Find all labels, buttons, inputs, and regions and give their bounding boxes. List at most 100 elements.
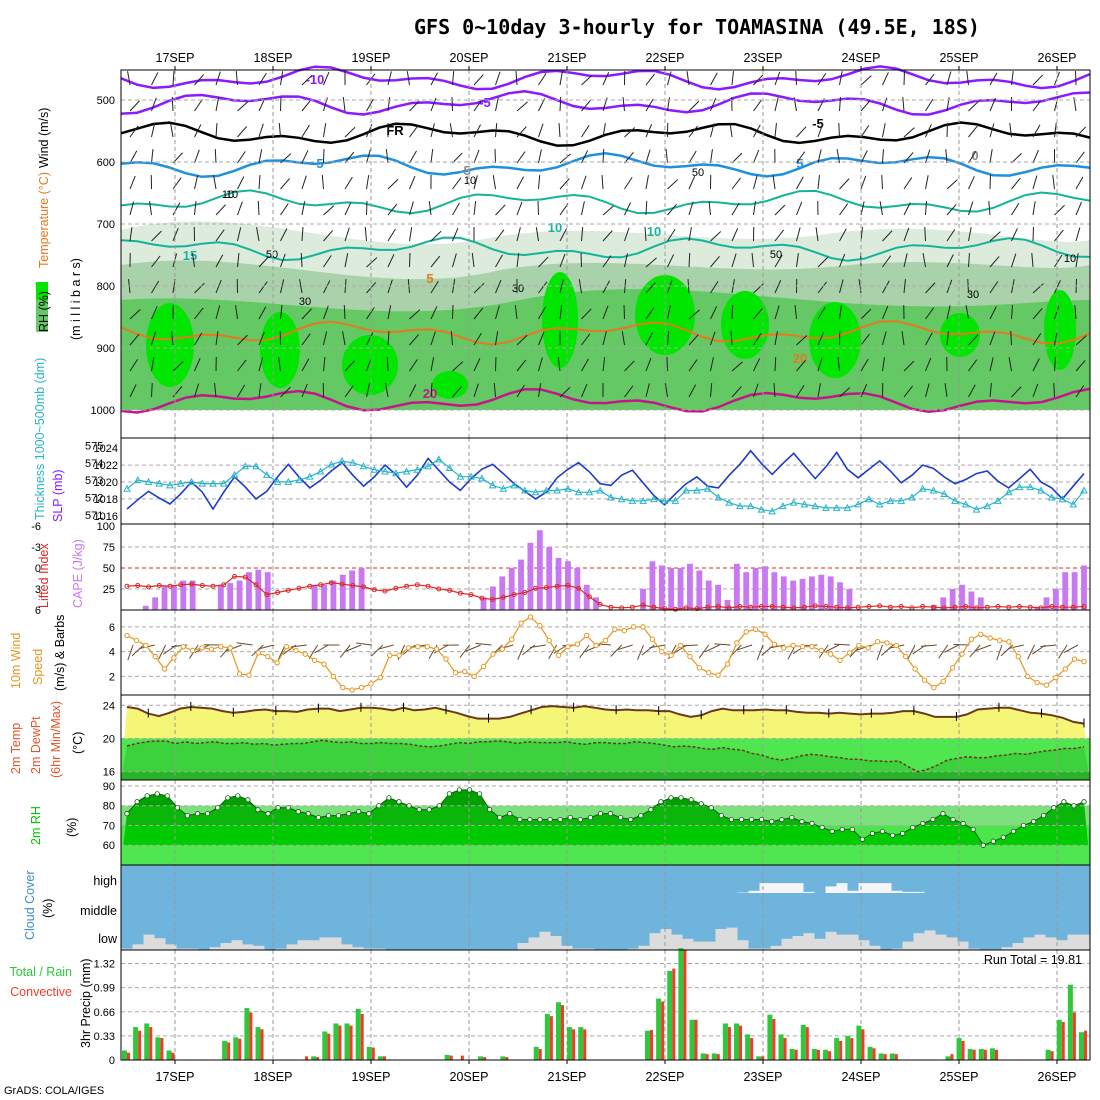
ylabel-total-rain: Total / Rain — [9, 965, 72, 979]
precip-convective-bar — [560, 1005, 564, 1060]
wind-barb — [301, 201, 306, 216]
rh2m-marker — [356, 809, 362, 815]
wind-barb — [645, 332, 654, 346]
precip-total-bar — [789, 1049, 795, 1060]
wind-barb — [774, 123, 777, 138]
rh2m-marker — [497, 814, 503, 821]
wind-barb — [624, 151, 634, 164]
wind-barb — [452, 386, 463, 398]
thickness-marker — [703, 484, 712, 492]
wind-barb — [731, 202, 740, 216]
wind-barb — [473, 99, 483, 112]
wind-barb — [667, 228, 676, 242]
wind-barb — [602, 123, 606, 138]
wind-speed-marker — [518, 620, 524, 626]
ylabel-2m-dewpt: 2m DewPt — [29, 716, 43, 774]
wind-barb — [430, 149, 434, 164]
wind-barb — [452, 253, 457, 268]
wind-barb — [1075, 201, 1082, 216]
cloud-low-bar — [1056, 940, 1068, 950]
date-label-bottom: 19SEP — [352, 1070, 391, 1084]
wind-tick: 4 — [109, 647, 115, 659]
wind-barb — [129, 150, 138, 164]
lifted-index-marker — [264, 592, 270, 598]
wind-speed-marker — [602, 637, 609, 644]
cape-bar — [170, 584, 177, 610]
10m-wind-barb — [824, 644, 840, 653]
wind-barb — [645, 149, 651, 164]
lifted-index-marker — [963, 604, 969, 609]
wind-barb — [968, 201, 974, 216]
lifted-index-marker — [758, 604, 764, 609]
wind-barb — [493, 383, 496, 398]
cape-bar — [668, 568, 675, 610]
lifted-index-marker — [995, 604, 1001, 609]
wind-barb — [516, 176, 525, 190]
wind-barb — [299, 279, 303, 294]
isotherm-label: -5 — [812, 116, 824, 131]
wind-barb — [258, 123, 264, 138]
isotherm-label: FR — [386, 123, 404, 138]
lifted-index-marker — [801, 604, 807, 610]
thickness-marker — [1004, 488, 1013, 496]
10m-wind-barb — [714, 643, 731, 646]
slp-tick: 1024 — [94, 443, 118, 455]
thickness-marker — [553, 486, 561, 494]
thickness-marker — [499, 484, 508, 492]
wind-barb — [151, 382, 153, 398]
wind-barb — [860, 358, 869, 372]
wind-barb — [753, 74, 764, 86]
wind-barb — [127, 71, 131, 86]
rh2m-marker — [859, 836, 865, 842]
wind-speed-marker — [537, 622, 543, 629]
wind-barb — [280, 203, 289, 216]
wind-barb — [387, 305, 392, 320]
wind-barb — [989, 281, 999, 294]
precip-convective-bar — [260, 1029, 264, 1060]
precip-total-bar — [567, 1027, 573, 1060]
wind-barb — [836, 149, 840, 164]
rh2m-marker — [628, 816, 634, 823]
wind-barb — [710, 97, 717, 112]
wind-barb — [323, 71, 330, 86]
rh-core-blob — [432, 371, 468, 399]
rh2m-marker — [930, 816, 936, 823]
wind-barb — [430, 255, 441, 268]
precip-convective-bar — [238, 1038, 242, 1060]
precip-total-bar — [989, 1048, 995, 1060]
precip-total-bar — [144, 1023, 150, 1060]
wind-barb — [645, 124, 653, 138]
10m-wind-barb — [641, 644, 655, 656]
rh2m-tick: 90 — [103, 781, 115, 793]
wind-speed-marker — [377, 674, 384, 681]
wind-barb — [710, 280, 719, 294]
wind-barb — [495, 331, 499, 346]
wind-barb — [495, 254, 503, 268]
wind-speed-marker — [171, 655, 177, 661]
wind-barb — [559, 178, 570, 190]
cape-bar — [255, 569, 262, 610]
lifted-index-marker — [339, 581, 345, 587]
cloud-high-bar — [792, 883, 804, 893]
cape-bar — [733, 563, 740, 610]
wind-barb — [1032, 383, 1039, 398]
thickness-marker — [230, 470, 239, 478]
pressure-tick: 700 — [97, 219, 115, 231]
isotherm-label: 20 — [793, 351, 807, 366]
wind-barb — [366, 332, 374, 346]
rh2m-marker — [184, 812, 191, 819]
isotherm-label: 20 — [423, 386, 437, 401]
wind-barb — [581, 75, 593, 86]
date-label-top: 23SEP — [744, 51, 783, 65]
precip-convective-bar — [160, 1038, 164, 1060]
rh2m-marker — [225, 795, 231, 801]
thickness-marker — [832, 503, 841, 511]
wind-barb — [559, 71, 563, 86]
cloud-high-bar — [759, 883, 771, 893]
precip-total-bar — [533, 1046, 539, 1060]
rh2m-marker — [940, 811, 946, 817]
cloud-low-bar — [715, 929, 727, 950]
precip-convective-bar — [694, 1019, 698, 1060]
wind-barb — [430, 72, 439, 86]
wind-barb — [989, 256, 1000, 268]
